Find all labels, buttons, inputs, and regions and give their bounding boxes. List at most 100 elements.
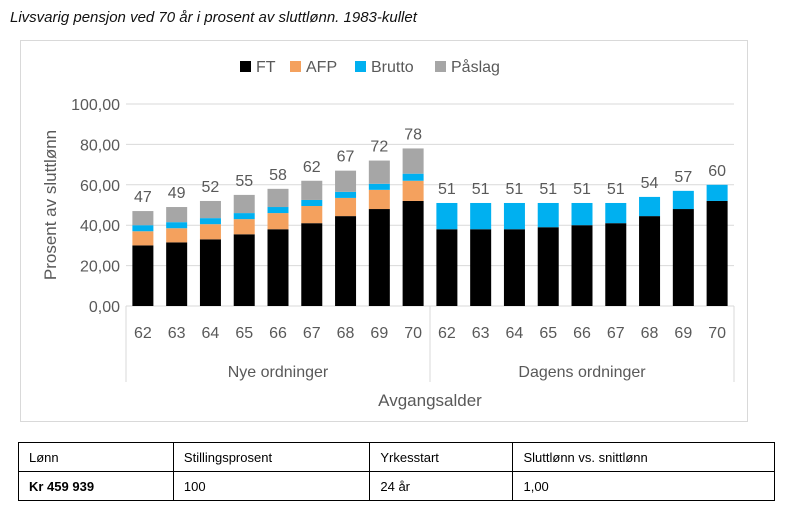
header-stillingsprosent: Stillingsprosent bbox=[172, 442, 371, 472]
total-label: 52 bbox=[202, 179, 220, 196]
bar-afp bbox=[368, 189, 390, 210]
x-tick-label: 63 bbox=[472, 325, 490, 342]
x-tick-label: 65 bbox=[235, 325, 253, 342]
total-label: 51 bbox=[573, 181, 591, 198]
bar-brutto bbox=[537, 202, 559, 228]
total-label: 57 bbox=[674, 169, 692, 186]
bar-brutto bbox=[436, 202, 458, 230]
y-tick-label: 60,00 bbox=[80, 178, 120, 195]
bar-brutto bbox=[605, 202, 627, 224]
bar-afp bbox=[402, 180, 424, 201]
legend-swatch-ft bbox=[240, 61, 251, 72]
bar-brutto bbox=[233, 213, 255, 220]
bar-paslag bbox=[267, 188, 289, 208]
x-tick-label: 68 bbox=[337, 325, 355, 342]
bar-brutto bbox=[639, 196, 661, 217]
bar-ft bbox=[132, 245, 154, 306]
bar-brutto bbox=[672, 190, 694, 210]
bar-afp bbox=[233, 219, 255, 235]
total-label: 62 bbox=[303, 159, 321, 176]
bar-ft bbox=[639, 216, 661, 306]
bar-afp bbox=[132, 231, 154, 246]
bar-ft bbox=[301, 223, 323, 306]
total-label: 51 bbox=[607, 181, 625, 198]
x-tick-label: 67 bbox=[303, 325, 321, 342]
bar-brutto bbox=[503, 202, 525, 230]
x-tick-label: 66 bbox=[573, 325, 591, 342]
bar-afp bbox=[166, 228, 188, 243]
total-label: 60 bbox=[708, 163, 726, 180]
group-label: Nye ordninger bbox=[228, 364, 329, 381]
bar-paslag bbox=[199, 200, 221, 219]
x-axis-title: Avgangsalder bbox=[378, 391, 482, 410]
y-tick-label: 20,00 bbox=[80, 259, 120, 276]
bar-ft bbox=[571, 225, 593, 306]
legend-label: Brutto bbox=[371, 59, 414, 76]
bar-brutto bbox=[166, 222, 188, 229]
info-header-row: Lønn Stillingsprosent Yrkesstart Sluttlø… bbox=[18, 442, 775, 472]
bar-ft bbox=[537, 227, 559, 306]
bar-ft bbox=[436, 229, 458, 306]
bar-brutto bbox=[132, 225, 154, 232]
legend-swatch-afp bbox=[290, 61, 301, 72]
header-lonn: Lønn bbox=[18, 442, 174, 472]
bar-ft bbox=[166, 242, 188, 306]
x-tick-label: 69 bbox=[674, 325, 692, 342]
y-tick-label: 0,00 bbox=[89, 299, 120, 316]
value-sluttlonn: 1,00 bbox=[512, 471, 775, 501]
header-sluttlonn: Sluttlønn vs. snittlønn bbox=[512, 442, 775, 472]
header-yrkesstart: Yrkesstart bbox=[369, 442, 514, 472]
group-label: Dagens ordninger bbox=[518, 364, 646, 381]
bar-paslag bbox=[233, 194, 255, 214]
x-tick-label: 65 bbox=[539, 325, 557, 342]
info-value-row: Kr 459 939 100 24 år 1,00 bbox=[18, 471, 775, 501]
value-stillingsprosent: 100 bbox=[172, 471, 371, 501]
value-yrkesstart: 24 år bbox=[369, 471, 514, 501]
x-tick-label: 67 bbox=[607, 325, 625, 342]
bar-brutto bbox=[335, 191, 357, 198]
bar-brutto bbox=[571, 202, 593, 226]
y-axis-title: Prosent av sluttlønn bbox=[41, 130, 60, 280]
bar-ft bbox=[335, 216, 357, 306]
chart-title: Livsvarig pensjon ved 70 år i prosent av… bbox=[10, 9, 417, 26]
bar-ft bbox=[402, 200, 424, 306]
bar-brutto bbox=[301, 199, 323, 207]
bar-ft bbox=[267, 229, 289, 306]
info-table: Lønn Stillingsprosent Yrkesstart Sluttlø… bbox=[18, 442, 775, 501]
bar-brutto bbox=[402, 173, 424, 181]
total-label: 51 bbox=[472, 181, 490, 198]
bar-brutto bbox=[267, 207, 289, 214]
x-tick-label: 62 bbox=[438, 325, 456, 342]
total-label: 47 bbox=[134, 189, 152, 206]
x-tick-label: 69 bbox=[370, 325, 388, 342]
bar-ft bbox=[368, 209, 390, 306]
total-label: 55 bbox=[235, 173, 253, 190]
bar-paslag bbox=[132, 211, 154, 226]
x-tick-label: 64 bbox=[202, 325, 220, 342]
x-tick-label: 63 bbox=[168, 325, 186, 342]
bar-ft bbox=[706, 200, 728, 306]
bar-paslag bbox=[335, 170, 357, 192]
y-tick-label: 80,00 bbox=[80, 137, 120, 154]
legend-swatch-brutto bbox=[355, 61, 366, 72]
legend-label: Påslag bbox=[451, 58, 500, 76]
bar-ft bbox=[199, 239, 221, 306]
bar-afp bbox=[267, 213, 289, 230]
x-tick-label: 70 bbox=[404, 325, 422, 342]
legend-label: FT bbox=[256, 59, 276, 76]
x-tick-label: 70 bbox=[708, 325, 726, 342]
bar-ft bbox=[503, 229, 525, 306]
bar-brutto bbox=[199, 218, 221, 225]
legend-swatch-paslag bbox=[435, 61, 446, 72]
bar-brutto bbox=[470, 202, 492, 230]
bar-brutto bbox=[706, 184, 728, 201]
total-label: 58 bbox=[269, 167, 287, 184]
value-lonn: Kr 459 939 bbox=[18, 471, 174, 501]
stacked-bar-chart: 0,00 20,00 40,00 60,00 80,00 100,00 47 62 49 63 52… bbox=[41, 58, 735, 410]
total-label: 51 bbox=[539, 181, 557, 198]
legend-label: AFP bbox=[306, 59, 337, 76]
x-tick-label: 64 bbox=[506, 325, 524, 342]
bar-afp bbox=[199, 224, 221, 240]
bar-paslag bbox=[368, 160, 390, 184]
bar-afp bbox=[301, 206, 323, 224]
